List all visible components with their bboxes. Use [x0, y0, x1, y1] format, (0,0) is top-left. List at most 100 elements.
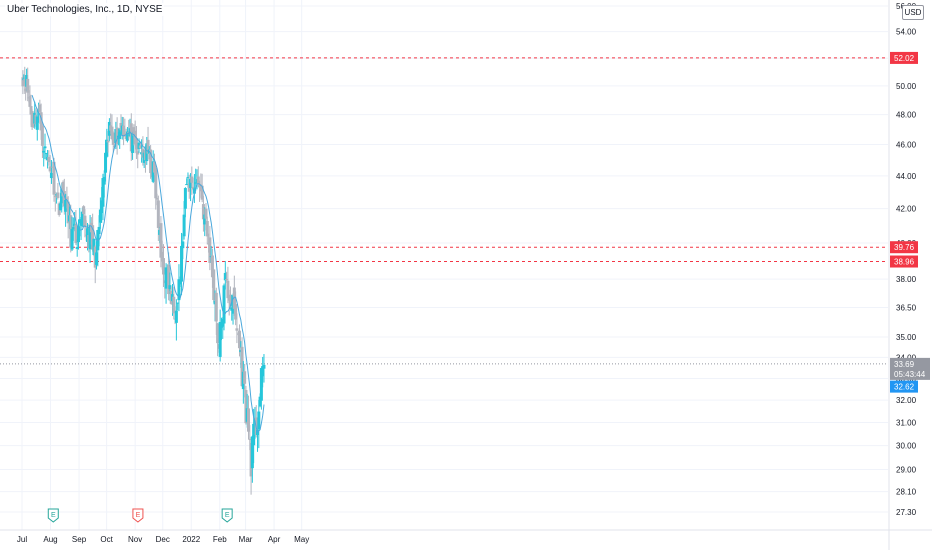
earnings-label: E	[225, 512, 230, 519]
candle-body	[30, 111, 34, 128]
candle-body	[104, 152, 108, 173]
candle-body	[191, 186, 195, 189]
candle-body	[35, 116, 39, 130]
candle-body	[208, 237, 212, 263]
candle-body	[40, 125, 44, 146]
candle-body	[98, 209, 102, 223]
candle-body	[237, 330, 241, 349]
candle-body	[123, 131, 127, 133]
earnings-label: E	[136, 512, 141, 519]
candle-body	[201, 204, 205, 220]
candle-body	[154, 167, 158, 199]
y-tick-label: 44.00	[896, 172, 917, 181]
candle-body	[156, 200, 160, 228]
candle-body	[74, 224, 78, 243]
candle-body	[155, 197, 159, 200]
y-tick-label: 35.00	[896, 333, 917, 342]
candle-body	[178, 279, 182, 285]
earnings-label: E	[51, 512, 56, 519]
candle-body	[102, 176, 106, 185]
candle-body	[243, 371, 247, 384]
earnings-icon	[132, 508, 144, 523]
candle-body	[44, 153, 48, 155]
candle-body	[257, 411, 261, 430]
candle-body	[222, 285, 226, 324]
candle-body	[80, 211, 84, 227]
candle-body	[228, 294, 232, 306]
candle-body	[53, 195, 57, 198]
candle-body	[138, 145, 142, 149]
candle-body	[66, 201, 70, 224]
candle-body	[70, 228, 74, 250]
candle-body	[29, 106, 33, 115]
candle-body	[101, 178, 105, 207]
x-tick-label: Apr	[268, 535, 281, 544]
candle-body	[149, 149, 153, 174]
candle-body	[216, 323, 220, 344]
candle-body	[180, 245, 184, 282]
candle-body	[212, 269, 216, 301]
candle-body	[91, 225, 95, 250]
candle-body	[182, 214, 186, 237]
price-level-label: 39.76	[894, 243, 915, 252]
candle-body	[152, 161, 156, 173]
candle-body	[49, 172, 53, 179]
candle-body	[174, 310, 178, 323]
candle-body	[146, 139, 150, 154]
candle-body	[62, 190, 66, 207]
candle-body	[185, 184, 189, 186]
candle-body	[203, 214, 207, 225]
last-price-label: 33.69	[894, 360, 915, 369]
candle-body	[223, 272, 227, 281]
earnings-icon	[47, 508, 59, 523]
candle-body	[48, 166, 52, 172]
candle-body	[42, 150, 46, 153]
candle-body	[82, 206, 86, 214]
currency-badge[interactable]: USD	[902, 5, 924, 20]
candle-body	[168, 285, 172, 290]
candle-body	[111, 132, 115, 145]
candle-body	[61, 181, 65, 197]
candle-body	[56, 192, 60, 198]
candle-body	[167, 264, 171, 295]
candle-body	[176, 302, 180, 304]
price-level-badge	[890, 51, 918, 64]
x-tick-label: Sep	[72, 535, 87, 544]
ma-value-badge	[890, 380, 918, 393]
candle-body	[159, 223, 163, 258]
price-level-label: 52.02	[894, 54, 915, 63]
price-level-badge	[890, 255, 918, 268]
price-level-label: 38.96	[894, 258, 915, 267]
candle-body	[226, 280, 230, 299]
candle-body	[194, 182, 198, 184]
candle-body	[134, 137, 138, 150]
candle-body	[97, 226, 101, 235]
candle-body	[122, 125, 126, 137]
candle-body	[78, 219, 82, 224]
last-price-badge	[890, 357, 930, 380]
candle-body	[262, 364, 266, 369]
y-tick-label: 38.00	[896, 275, 917, 284]
candle-body	[204, 208, 208, 219]
candle-body	[105, 139, 109, 157]
y-tick-label: 31.00	[896, 418, 917, 427]
candle-body	[76, 226, 80, 243]
x-tick-label: Dec	[156, 535, 170, 544]
price-level-badge	[890, 241, 918, 254]
x-tick-label: Jul	[17, 535, 27, 544]
candle-body	[23, 78, 27, 84]
y-tick-label: 36.50	[896, 303, 917, 312]
y-tick-label: 32.00	[896, 396, 917, 405]
chart-title: Uber Technologies, Inc., 1D, NYSE	[5, 3, 165, 16]
candle-body	[181, 241, 185, 249]
candle-body	[218, 321, 222, 357]
candle-body	[259, 368, 263, 401]
candle-body	[136, 151, 140, 155]
price-axis	[889, 0, 932, 550]
y-tick-label: 28.10	[896, 488, 917, 497]
candle-body	[52, 161, 56, 195]
candle-body	[232, 287, 236, 309]
candle-body	[38, 104, 42, 112]
